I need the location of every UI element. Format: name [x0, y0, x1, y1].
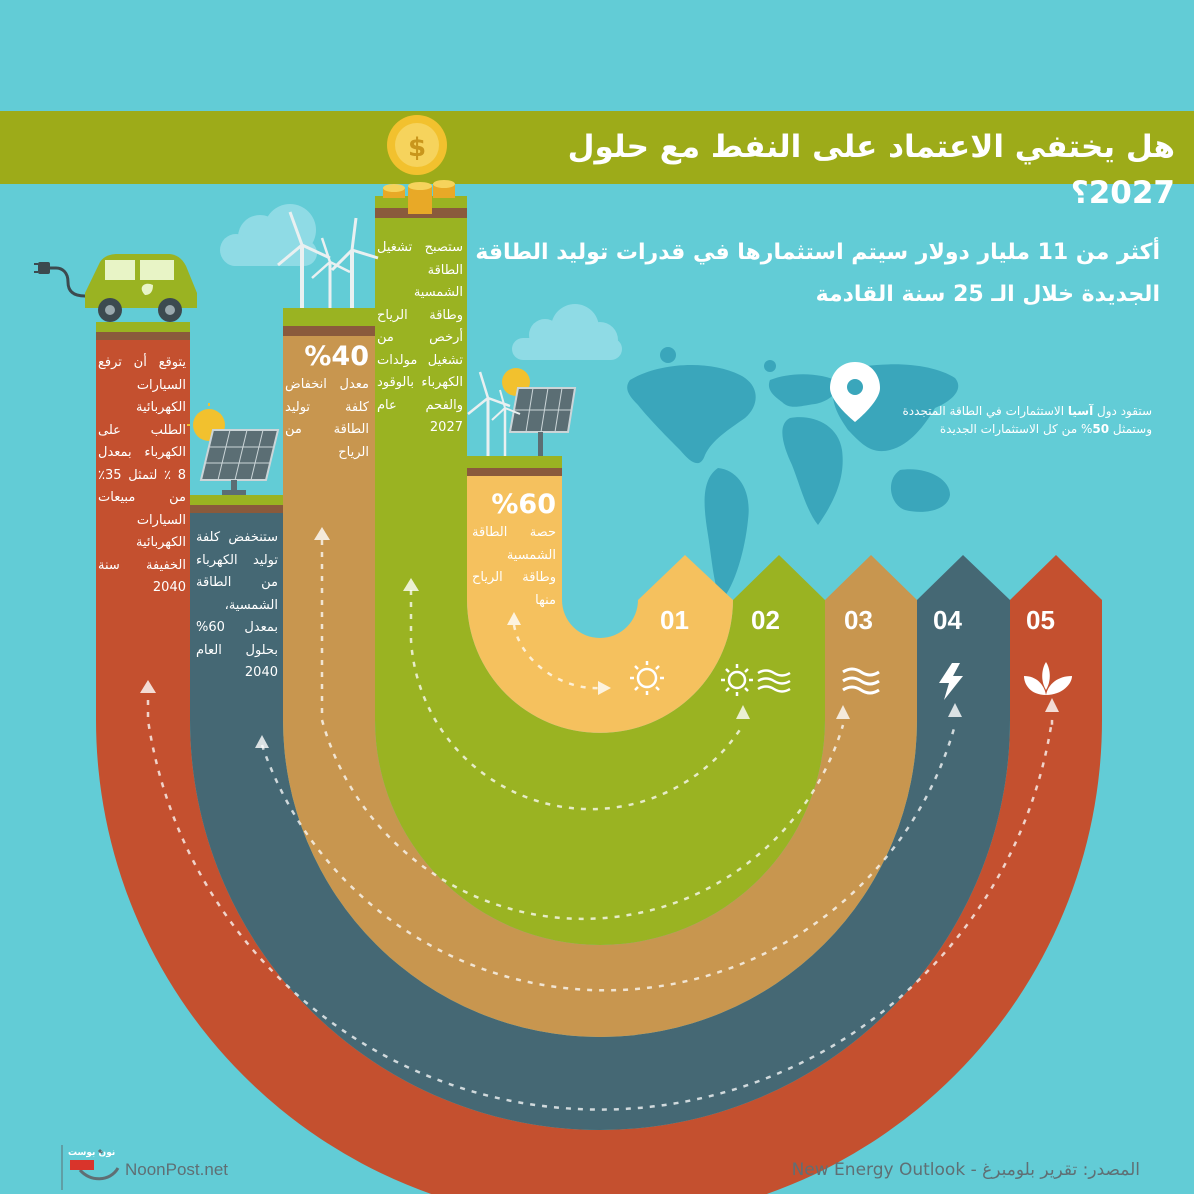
asia-note-emphasis: 50 — [1092, 422, 1110, 436]
column-03-text: معدل انخفاض كلفة توليد الطاقة من الرياح — [285, 377, 369, 460]
arc-band-02 — [375, 210, 825, 945]
arc-band-01 — [467, 468, 733, 733]
column-04-text: ستنخفض كلفة توليد الكهرباء من الطاقة الش… — [196, 530, 278, 680]
sun-icon — [630, 661, 664, 695]
stage-number-03: 03 — [844, 605, 873, 635]
page-title: هل يختفي الاعتماد على النفط مع حلول 2027… — [567, 129, 1175, 211]
column-01-percent: %60 — [491, 489, 556, 520]
stage-number-05: 05 — [1026, 605, 1055, 635]
column-02-text: ستصبح تشغيل الطاقة الشمسية وطاقة الرياح … — [377, 240, 463, 435]
arrow-head-03 — [825, 555, 917, 600]
stage-number-04: 04 — [933, 605, 962, 635]
cloud — [512, 304, 622, 360]
coin-stack — [383, 180, 455, 214]
electric-car — [34, 254, 197, 322]
wind-turbines — [277, 211, 379, 308]
source-credit: المصدر: تقرير بلومبرغ - New Energy Outlo… — [791, 1160, 1140, 1180]
wind-icon — [842, 667, 880, 695]
lead-text: أكثر من 11 مليار دولار سيتم استثمارها في… — [475, 240, 1160, 307]
sun-wind-icon — [721, 664, 791, 696]
leaf-icon — [1024, 662, 1072, 695]
asia-note: ستقود دول آسيا الاستثمارات في الطاقة الم… — [900, 402, 1152, 438]
brand-logo-text: نون بوست — [68, 1148, 116, 1158]
dashed-arrow-04 — [260, 724, 957, 992]
solar-panel — [187, 403, 280, 495]
arrow-head-05 — [1010, 555, 1102, 600]
dollar-coin-icon: $ — [387, 115, 447, 175]
asia-note-part: % من كل الاستثمارات الجديدة — [939, 422, 1093, 436]
stage-number-01: 01 — [660, 605, 689, 635]
stage-number-02: 02 — [751, 605, 780, 635]
title-banner — [0, 111, 1194, 184]
world-map — [627, 347, 959, 600]
asia-note-part: ستقود دول — [1093, 404, 1152, 418]
noonpost-logo-icon — [70, 1148, 120, 1181]
solar-panel-with-turbine — [467, 368, 577, 456]
arc-band-04 — [190, 505, 1010, 1130]
svg-text:$: $ — [408, 133, 426, 163]
dashed-arrow-03 — [320, 540, 845, 921]
column-03-percent: %40 — [304, 341, 369, 372]
arc-band-03 — [283, 335, 917, 1037]
column-01-block: %60 حصة الطاقة الشمسية وطاقة الرياح منها — [472, 488, 556, 612]
brand-url: NoonPost.net — [125, 1160, 229, 1179]
arrow-head-01 — [638, 555, 733, 600]
cloud — [220, 204, 317, 266]
column-03-block: %40 معدل انخفاض كلفة توليد الطاقة من الر… — [285, 340, 369, 464]
lightning-icon — [939, 663, 963, 700]
column-05-text: يتوقع أن ترفع السيارات الكهربائية الطلب … — [98, 355, 186, 595]
arrow-head-04 — [917, 555, 1010, 600]
arrow-head-02 — [733, 555, 825, 600]
dashed-arrow-02 — [409, 590, 745, 811]
column-01-text: حصة الطاقة الشمسية وطاقة الرياح منها — [472, 525, 556, 608]
asia-note-emphasis: آسيا — [1067, 404, 1094, 418]
asia-note-part: الاستثمارات في الطاقة المتجددة وستمثل — [902, 404, 1152, 436]
